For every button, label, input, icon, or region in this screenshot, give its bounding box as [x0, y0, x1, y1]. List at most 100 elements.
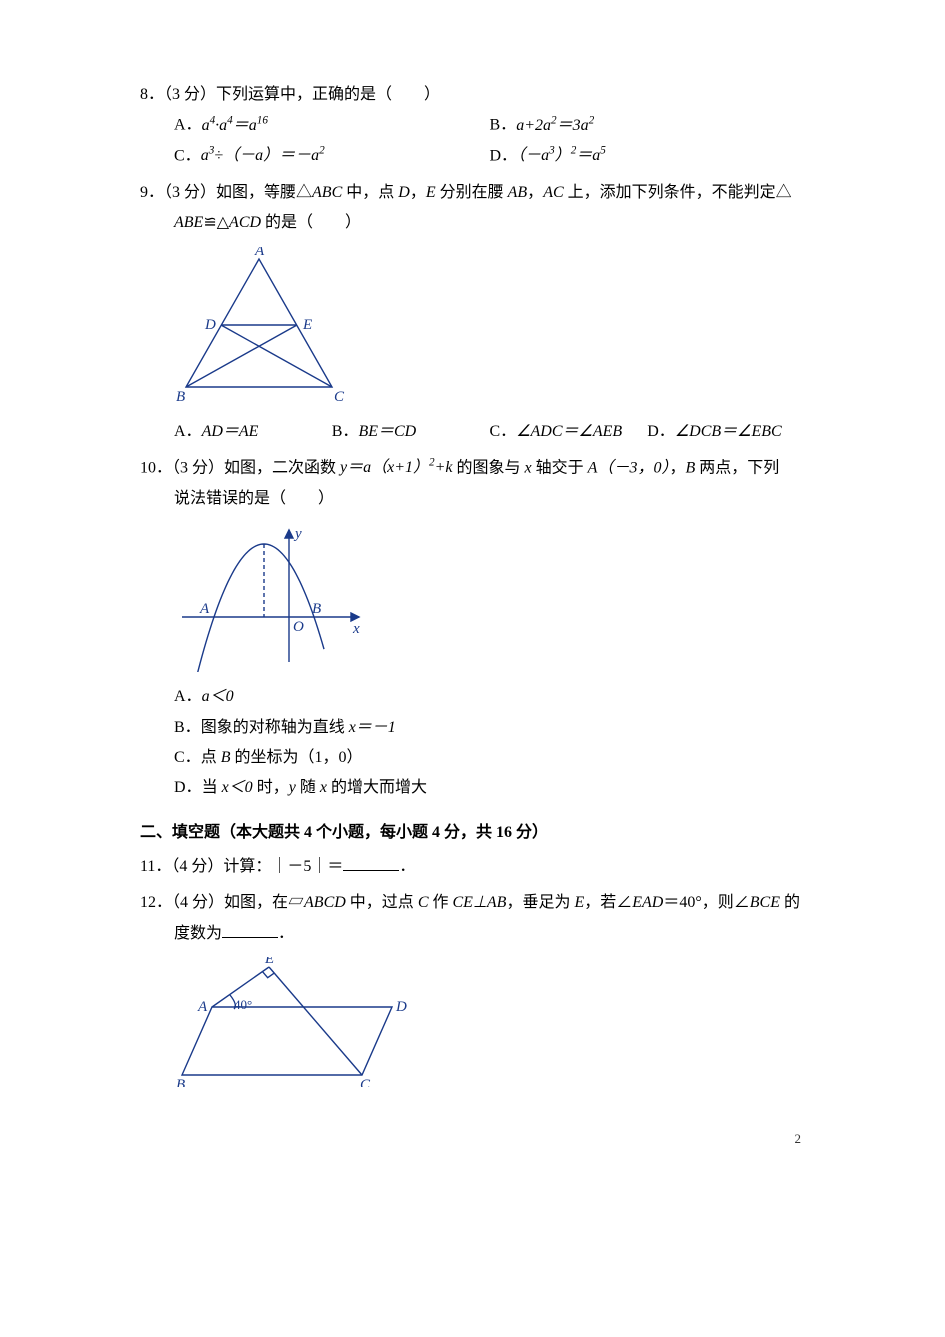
q12-s1b: ABCD: [304, 894, 346, 911]
q8-b-math: a+2a2＝3a2: [516, 117, 594, 134]
q9-s1e: ，: [410, 184, 426, 201]
q9-s1f: E: [426, 184, 436, 201]
q9-options: A．AD＝AE B．BE＝CD C．∠ADC＝∠AEB D．∠DCB＝∠EBC: [140, 417, 805, 447]
q9-s2c: ACD: [229, 214, 261, 231]
q12-s1m: 的: [780, 894, 800, 911]
q12-s1j: EAD: [632, 894, 663, 911]
q10-stem-line1: 10．（3 分）如图，二次函数 y＝a（x+1）2+k 的图象与 x 轴交于 A…: [140, 453, 805, 484]
q11-tail: ．: [399, 858, 415, 875]
q12-s2b: ．: [278, 925, 294, 942]
q9-figure: ABCDE: [140, 247, 805, 407]
q12-s1k: ＝40°，则∠: [663, 894, 749, 911]
q12-s1i: ，若∠: [584, 894, 632, 911]
svg-text:A: A: [199, 601, 210, 617]
section-2-title: 二、填空题（本大题共 4 个小题，每小题 4 分，共 16 分）: [140, 818, 805, 848]
q10-opt-a: A．a＜0: [140, 682, 805, 712]
q12-s1g: ，垂足为: [506, 894, 574, 911]
q10-s1b: 的图象与: [453, 459, 525, 476]
question-8: 8．（3 分）下列运算中，正确的是（ ） A．a4·a4＝a16 B．a+2a2…: [140, 80, 805, 172]
q9-d-math: ∠DCB＝∠EBC: [675, 423, 782, 440]
q10-d-txt3: 随: [296, 779, 320, 796]
q9-c-math: ∠ADC＝∠AEB: [516, 423, 622, 440]
question-11: 11．（4 分）计算：｜－5｜＝ ．: [140, 852, 805, 882]
q9-d-pre: D．: [647, 423, 675, 440]
q10-opt-d: D．当 x＜0 时，y 随 x 的增大而增大: [140, 773, 805, 803]
svg-text:E: E: [264, 957, 274, 967]
q9-s1h: AB: [508, 184, 528, 201]
q10-b-m: x＝－1: [349, 719, 396, 736]
q10-d-txt2: 时，: [253, 779, 289, 796]
q12-s1e: 作: [428, 894, 452, 911]
q9-opt-a: A．AD＝AE: [174, 417, 332, 447]
q8-opt-d: D．（－a3）2＝a5: [490, 141, 806, 172]
svg-text:40°: 40°: [234, 997, 252, 1012]
q10-a-txt: a＜0: [202, 688, 234, 705]
q12-blank: [222, 922, 278, 937]
q12-s1l: BCE: [750, 894, 780, 911]
q10-figure: A BOx y: [140, 522, 805, 672]
q8-opt-c: C．a3÷（－a）＝－a2: [174, 141, 490, 172]
q9-b-math: BE＝CD: [358, 423, 416, 440]
q10-s1h: 两点，下列: [695, 459, 779, 476]
q9-stem-line1: 9．（3 分）如图，等腰△ABC 中，点 D，E 分别在腰 AB，AC 上，添加…: [140, 178, 805, 208]
q8-c-pre: C．: [174, 147, 201, 164]
q10-opt-c: C．点 B 的坐标为（1，0）: [140, 743, 805, 773]
q10-b-txt: 图象的对称轴为直线: [201, 719, 349, 736]
svg-text:x: x: [352, 621, 360, 637]
svg-text:B: B: [176, 389, 185, 405]
q12-figure: ADBCE40°: [140, 957, 805, 1087]
q9-s1c: 中，点: [342, 184, 398, 201]
q9-s1j: AC: [543, 184, 563, 201]
q9-c-pre: C．: [490, 423, 517, 440]
q11-blank: [343, 856, 399, 871]
q8-c-math: a3÷（－a）＝－a2: [201, 147, 325, 164]
q10-c-pre: C．: [174, 749, 201, 766]
q9-s1i: ，: [527, 184, 543, 201]
question-12: 12．（4 分）如图，在▱ABCD 中，过点 C 作 CE⊥AB，垂足为 E，若…: [140, 888, 805, 1087]
svg-text:D: D: [204, 317, 216, 333]
svg-text:O: O: [293, 619, 304, 635]
q8-a-pre: A．: [174, 117, 202, 134]
q9-s1: 9．（3 分）如图，等腰△: [140, 184, 312, 201]
q8-a-math: a4·a4＝a16: [202, 117, 268, 134]
q12-s2a: 度数为: [174, 925, 222, 942]
q12-stem-line1: 12．（4 分）如图，在▱ABCD 中，过点 C 作 CE⊥AB，垂足为 E，若…: [140, 888, 805, 918]
q9-s1k: 上，添加下列条件，不能判定△: [564, 184, 792, 201]
q10-d-m: x＜0: [222, 779, 253, 796]
q9-s2a: ABE: [174, 214, 203, 231]
q10-d-m3: x: [320, 779, 327, 796]
q8-b-pre: B．: [490, 117, 517, 134]
q10-d-txt4: 的增大而增大: [327, 779, 427, 796]
svg-text:B: B: [312, 601, 321, 617]
q8-d-math: （－a3）2＝a5: [517, 147, 606, 164]
svg-text:B: B: [176, 1077, 185, 1087]
q10-s1d: 轴交于: [532, 459, 588, 476]
svg-text:A: A: [197, 999, 208, 1015]
q10-s1c: x: [525, 459, 532, 476]
q11-stem: 11．（4 分）计算：｜－5｜＝ ．: [140, 852, 805, 882]
q10-a-pre: A．: [174, 688, 202, 705]
q10-c-txt2: 的坐标为（1，0）: [230, 749, 362, 766]
q8-d-pre: D．: [490, 147, 518, 164]
q9-s2d: 的是（ ）: [261, 214, 361, 231]
q8-stem: 8．（3 分）下列运算中，正确的是（ ）: [140, 80, 805, 110]
q11-s: 11．（4 分）计算：｜－5｜＝: [140, 858, 343, 875]
q9-opt-c: C．∠ADC＝∠AEB: [490, 417, 648, 447]
q10-s1f: ，: [669, 459, 685, 476]
q10-stem-line2: 说法错误的是（ ）: [140, 484, 805, 514]
svg-text:y: y: [293, 526, 302, 542]
q8-options-row1: A．a4·a4＝a16 B．a+2a2＝3a2: [140, 110, 805, 141]
q10-d-txt: 当: [202, 779, 222, 796]
q9-a-pre: A．: [174, 423, 202, 440]
q10-s1m: y＝a（x+1）2+k: [340, 459, 453, 476]
q9-s2b: ≌△: [203, 214, 229, 231]
q9-s1d: D: [398, 184, 410, 201]
q9-opt-d: D．∠DCB＝∠EBC: [647, 417, 805, 447]
svg-text:C: C: [334, 389, 345, 405]
svg-text:C: C: [360, 1077, 371, 1087]
q10-parabola-diagram: A BOx y: [174, 522, 369, 672]
q10-d-m2: y: [289, 779, 296, 796]
q12-s1c: 中，过点: [346, 894, 418, 911]
q12-s1f: CE⊥AB: [453, 894, 507, 911]
question-10: 10．（3 分）如图，二次函数 y＝a（x+1）2+k 的图象与 x 轴交于 A…: [140, 453, 805, 804]
